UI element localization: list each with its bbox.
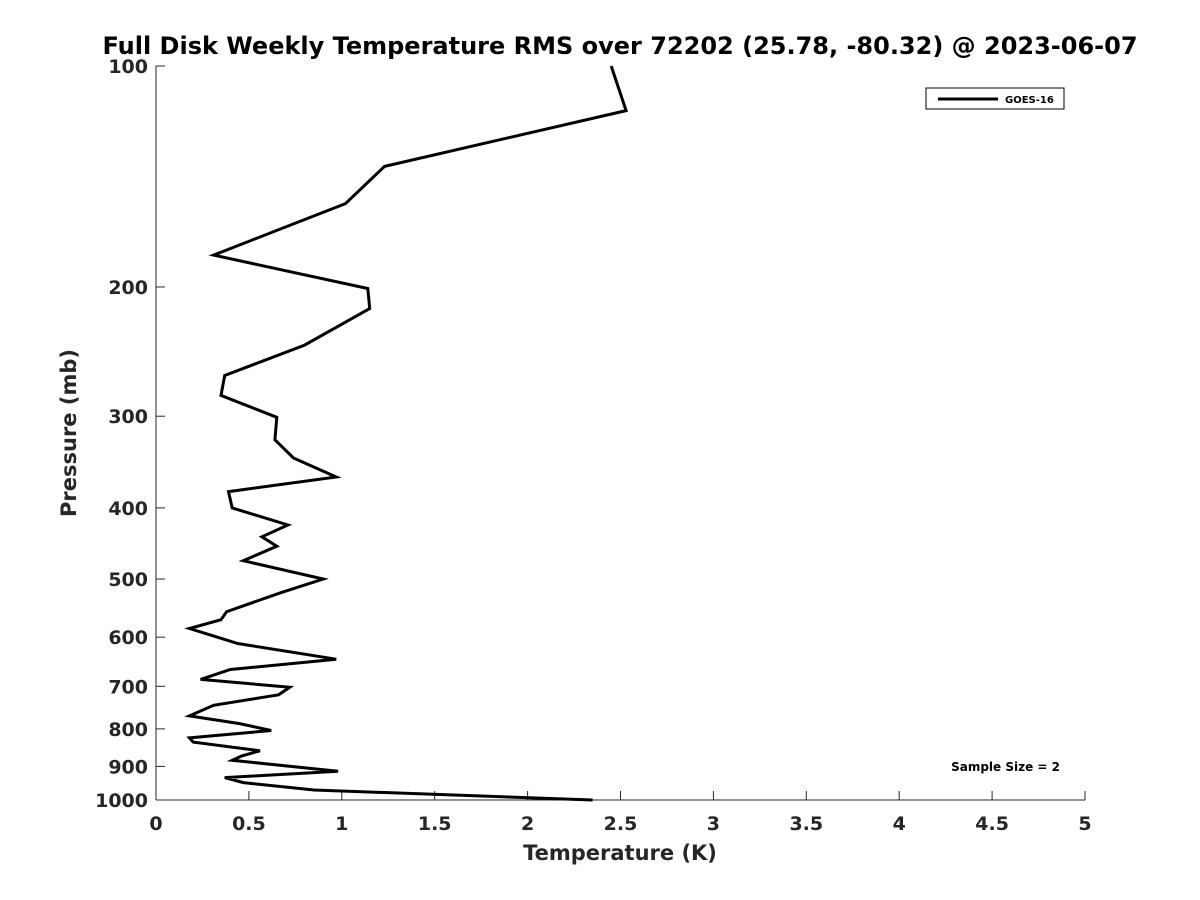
y-axis: 100 200 300 400 500 600 700 800 900 1000: [95, 56, 165, 812]
x-tick-label: 0.5: [232, 813, 266, 835]
series-line-goes-16: [184, 65, 629, 802]
y-tick-label: 400: [108, 498, 148, 520]
y-tick-label: 100: [108, 56, 148, 78]
legend: GOES-16: [925, 87, 1065, 110]
x-tick-label: 4: [893, 813, 906, 835]
x-tick-label: 2: [521, 813, 534, 835]
x-tick-label: 4.5: [975, 813, 1009, 835]
x-tick-label: 3.5: [789, 813, 823, 835]
y-tick-label: 300: [108, 406, 148, 428]
y-tick-label: 200: [108, 277, 148, 299]
chart-title: Full Disk Weekly Temperature RMS over 72…: [102, 32, 1137, 60]
y-tick-label: 600: [108, 627, 148, 649]
sample-size-annotation: Sample Size = 2: [951, 760, 1060, 774]
x-tick-label: 1.5: [418, 813, 452, 835]
x-axis: 0 0.5 1 1.5 2 2.5 3 3.5 4 4.5 5: [149, 791, 1092, 835]
plot-area: [155, 66, 1085, 801]
x-axis-label: Temperature (K): [523, 841, 717, 865]
y-tick-label: 700: [108, 676, 148, 698]
x-tick-label: 3: [707, 813, 720, 835]
series-layer: [184, 65, 629, 802]
legend-label-goes-16: GOES-16: [1005, 95, 1054, 106]
y-tick-label: 900: [108, 756, 148, 778]
x-tick-label: 2.5: [604, 813, 638, 835]
y-tick-label: 1000: [95, 790, 148, 812]
y-axis-label: Pressure (mb): [57, 349, 81, 517]
x-tick-label: 5: [1078, 813, 1091, 835]
y-tick-label: 800: [108, 719, 148, 741]
x-tick-label: 1: [335, 813, 348, 835]
x-tick-label: 0: [149, 813, 162, 835]
y-tick-label: 500: [108, 569, 148, 591]
